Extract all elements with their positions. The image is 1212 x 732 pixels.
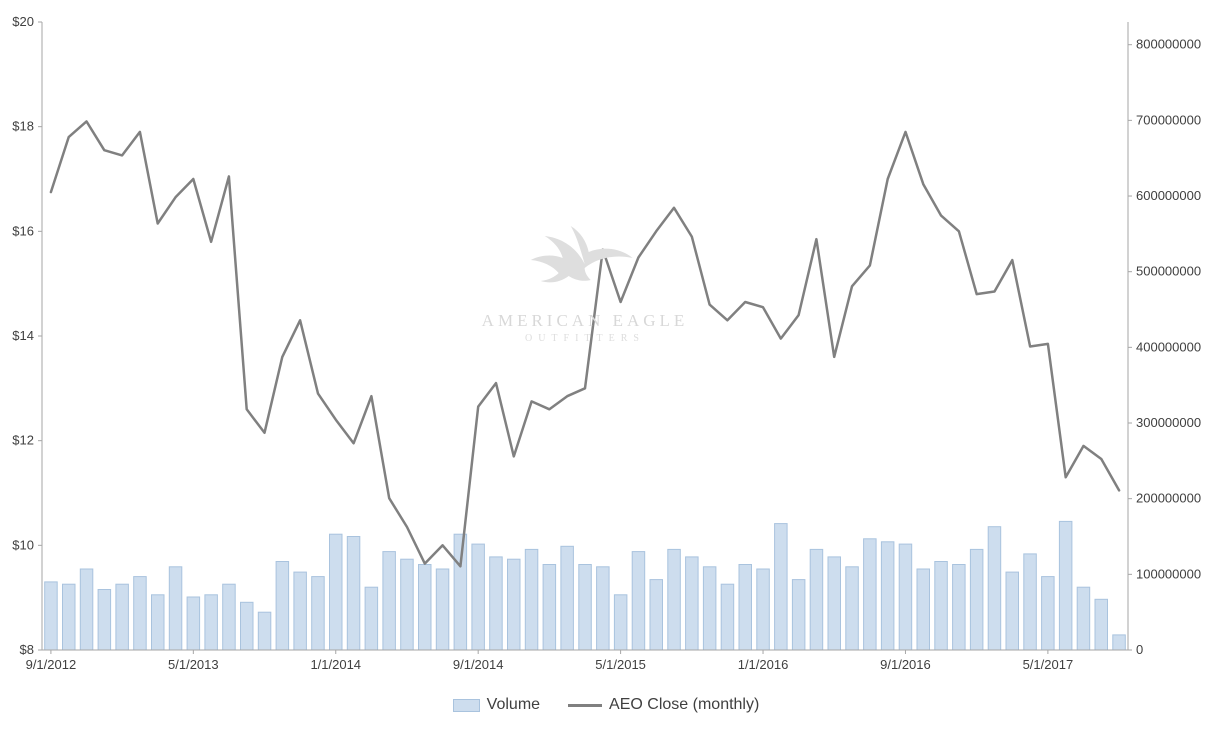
volume-bar bbox=[275, 561, 290, 651]
legend-label-aeo-close: AEO Close (monthly) bbox=[609, 696, 760, 713]
volume-bar bbox=[631, 551, 646, 651]
right-axis-label: 400000000 bbox=[1136, 339, 1201, 354]
volume-bar bbox=[1058, 520, 1073, 651]
volume-bar bbox=[222, 583, 236, 651]
volume-bar bbox=[364, 586, 379, 651]
x-axis-label: 5/1/2015 bbox=[595, 657, 646, 672]
volume-swatch-icon bbox=[452, 698, 480, 712]
legend: Volume AEO Close (monthly) bbox=[0, 690, 1212, 720]
right-axis-label: 100000000 bbox=[1136, 566, 1201, 581]
volume-bar bbox=[453, 533, 468, 651]
volume-bar bbox=[578, 564, 592, 651]
x-axis-label: 1/1/2014 bbox=[310, 657, 361, 672]
volume-bar bbox=[311, 576, 325, 651]
aeo-close-line bbox=[49, 120, 1121, 568]
volume-bar bbox=[293, 571, 307, 651]
volume-bar bbox=[952, 564, 966, 651]
volume-bar bbox=[97, 589, 112, 651]
volume-bar bbox=[133, 576, 147, 651]
volume-bar bbox=[524, 548, 539, 651]
volume-bar bbox=[168, 566, 183, 651]
legend-item-volume[interactable]: Volume bbox=[452, 696, 541, 714]
volume-bar bbox=[649, 579, 663, 651]
left-axis-label: $12 bbox=[12, 433, 34, 448]
volume-bar bbox=[1076, 586, 1091, 651]
volume-bar bbox=[44, 581, 58, 651]
volume-bar bbox=[685, 556, 699, 651]
left-axis-label: $16 bbox=[12, 223, 34, 238]
right-axis-label: 800000000 bbox=[1136, 37, 1201, 52]
volume-bar bbox=[240, 601, 254, 651]
left-axis-label: $14 bbox=[12, 328, 34, 343]
x-axis-label: 5/1/2017 bbox=[1023, 657, 1074, 672]
volume-bar bbox=[934, 561, 948, 651]
volume-bar bbox=[702, 566, 717, 651]
volume-bar bbox=[827, 556, 841, 651]
volume-bar bbox=[329, 533, 343, 651]
left-axis-label: $20 bbox=[12, 14, 34, 29]
volume-bar bbox=[1041, 576, 1055, 651]
volume-bar bbox=[756, 568, 770, 651]
volume-bar bbox=[1023, 553, 1037, 651]
volume-bar bbox=[471, 543, 485, 651]
volume-bar bbox=[863, 538, 877, 651]
volume-bar bbox=[418, 564, 432, 651]
legend-label-volume: Volume bbox=[486, 696, 541, 713]
volume-bar bbox=[1112, 634, 1126, 651]
volume-bar bbox=[435, 568, 450, 651]
right-axis-label: 700000000 bbox=[1136, 112, 1201, 127]
left-axis-label: $8 bbox=[20, 642, 34, 657]
volume-bar bbox=[791, 579, 806, 651]
volume-bar bbox=[346, 536, 361, 651]
volume-bar bbox=[667, 548, 681, 651]
volume-bar bbox=[898, 543, 913, 651]
volume-bar bbox=[774, 523, 788, 651]
volume-bar bbox=[596, 566, 610, 651]
volume-bar bbox=[151, 594, 165, 651]
right-axis-label: 600000000 bbox=[1136, 188, 1201, 203]
right-axis-label: 200000000 bbox=[1136, 491, 1201, 506]
x-axis-label: 9/1/2012 bbox=[26, 657, 77, 672]
volume-bar bbox=[62, 583, 76, 651]
volume-bar bbox=[987, 526, 1002, 651]
volume-bar bbox=[880, 541, 895, 651]
volume-bar bbox=[1005, 571, 1019, 651]
right-axis-label: 500000000 bbox=[1136, 264, 1201, 279]
volume-bar bbox=[507, 558, 521, 651]
right-axis-label: 300000000 bbox=[1136, 415, 1201, 430]
volume-bar bbox=[969, 548, 984, 651]
volume-bar bbox=[257, 611, 272, 651]
volume-bar bbox=[79, 568, 94, 651]
volume-bar bbox=[613, 594, 628, 651]
close-line-swatch-icon bbox=[568, 703, 603, 707]
volume-bar bbox=[738, 564, 752, 651]
volume-bar bbox=[916, 568, 930, 651]
volume-bar bbox=[186, 596, 201, 651]
volume-bar bbox=[560, 545, 574, 651]
legend-item-aeo-close[interactable]: AEO Close (monthly) bbox=[568, 696, 759, 714]
volume-bar bbox=[400, 558, 414, 651]
x-axis-label: 1/1/2016 bbox=[738, 657, 789, 672]
right-axis-label: 0 bbox=[1136, 642, 1143, 657]
volume-bar bbox=[204, 594, 218, 651]
x-axis-label: 9/1/2016 bbox=[880, 657, 931, 672]
volume-bar bbox=[845, 566, 859, 651]
volume-bar bbox=[1094, 598, 1108, 651]
volume-bar bbox=[542, 564, 557, 651]
x-axis-label: 5/1/2013 bbox=[168, 657, 219, 672]
volume-bar bbox=[720, 583, 735, 651]
volume-bar bbox=[382, 551, 396, 651]
left-axis-label: $18 bbox=[12, 119, 34, 134]
x-axis-label: 9/1/2014 bbox=[453, 657, 504, 672]
volume-bar bbox=[115, 583, 129, 651]
volume-bar bbox=[809, 548, 824, 651]
left-axis-label: $10 bbox=[12, 537, 34, 552]
volume-bar bbox=[489, 556, 503, 651]
